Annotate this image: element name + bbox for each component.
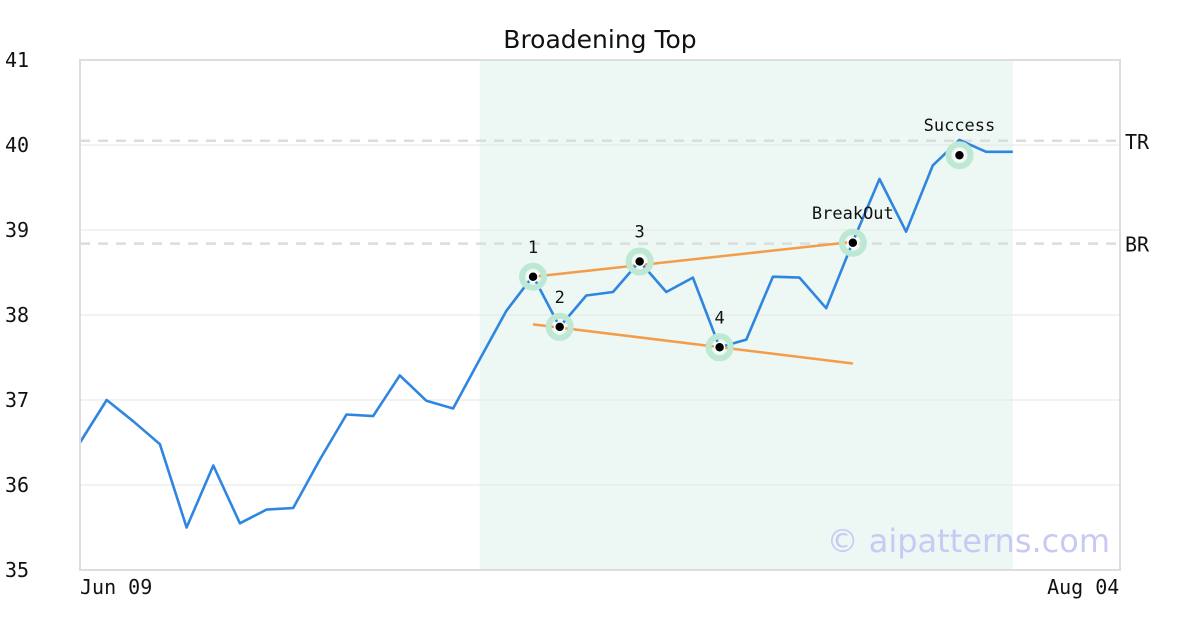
marker-label: 3 [635, 222, 645, 242]
y-tick-label: 37 [5, 388, 29, 412]
y-tick-label: 35 [5, 558, 29, 582]
x-tick-label: Jun 09 [80, 575, 152, 599]
trendline [532, 323, 854, 365]
marker-halo [705, 333, 734, 362]
y-tick-label: 38 [5, 303, 29, 327]
chart-title: Broadening Top [503, 25, 696, 54]
marker-halo [945, 141, 974, 170]
marker-point [713, 341, 726, 354]
marker-halo [519, 262, 548, 291]
y-tick-label: 36 [5, 473, 29, 497]
marker-halo [625, 247, 654, 276]
marker-point [953, 149, 966, 161]
marker-point [553, 321, 566, 333]
marker-point [527, 271, 539, 283]
watermark: © aipatterns.com [827, 522, 1110, 560]
level-label: TR [1125, 130, 1150, 154]
marker-label: 1 [528, 238, 538, 258]
y-tick-label: 40 [5, 133, 29, 157]
marker-label: Success [924, 116, 996, 136]
marker-halo [545, 312, 574, 341]
y-tick-label: 39 [5, 218, 29, 242]
marker-halo [838, 228, 867, 257]
y-tick-label: 41 [5, 48, 29, 72]
level-label: BR [1125, 233, 1150, 257]
marker-label: BreakOut [812, 204, 894, 224]
x-tick-label: Aug 04 [1047, 575, 1119, 599]
trendline [532, 240, 853, 278]
marker-label: 4 [714, 308, 724, 328]
marker-point [633, 255, 646, 268]
marker-point [847, 237, 859, 249]
plot-frame [79, 59, 1121, 571]
marker-label: 2 [555, 288, 565, 308]
